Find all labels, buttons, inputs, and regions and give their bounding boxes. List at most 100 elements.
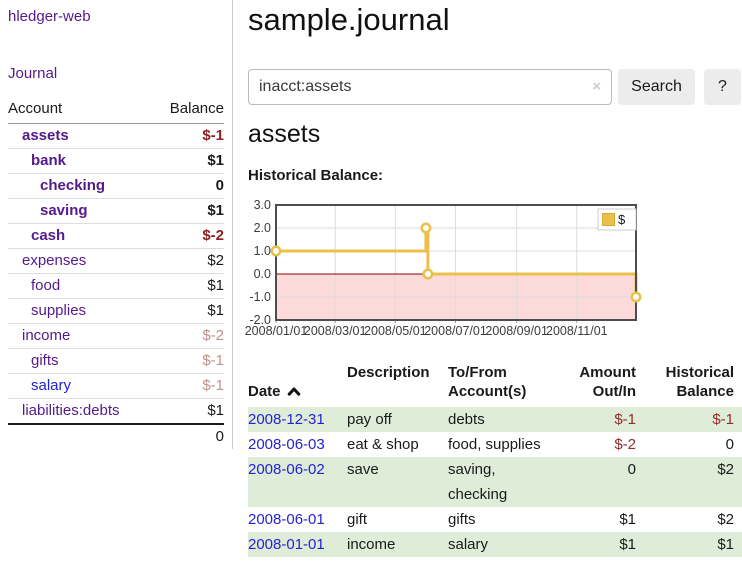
date-link[interactable]: 2008-06-02 [248, 461, 325, 478]
account-balance: $-2 [153, 223, 224, 249]
account-row: assets $-1 [8, 123, 224, 149]
register-row: 2008-12-31 pay off debts $-1 $-1 [248, 407, 742, 432]
account-link[interactable]: liabilities:debts [22, 402, 120, 419]
account-link[interactable]: food [31, 277, 61, 294]
amount-cell: $1 [619, 511, 636, 528]
search-input[interactable] [249, 70, 583, 104]
account-link[interactable]: supplies [31, 302, 87, 319]
amount-cell: 0 [627, 461, 636, 478]
account-balance: $-2 [153, 323, 224, 349]
sort-ascending-icon [287, 383, 301, 402]
svg-text:-2.0: -2.0 [249, 313, 271, 327]
account-row: checking 0 [8, 173, 224, 199]
account-link[interactable]: expenses [22, 252, 87, 269]
balance-cell: $-1 [712, 411, 734, 428]
svg-text:3.0: 3.0 [254, 198, 271, 212]
account-link[interactable]: checking [40, 177, 106, 194]
page-title: sample.journal [248, 2, 450, 37]
sidebar-item-journal[interactable]: Journal [8, 65, 58, 82]
register-row: 2008-06-03 eat & shop food, supplies $-2 0 [248, 432, 742, 457]
account-row: saving $1 [8, 198, 224, 224]
chart-legend: $ [597, 208, 637, 231]
amount-cell: $-2 [614, 436, 636, 453]
account-link[interactable]: gifts [31, 352, 59, 369]
accounts-cell: debts [448, 411, 485, 428]
accounts-cell: food, supplies [448, 436, 541, 453]
account-link[interactable]: salary [31, 377, 72, 394]
date-link[interactable]: 2008-12-31 [248, 411, 325, 428]
search-button[interactable]: Search [618, 69, 695, 105]
balance-cell: $2 [717, 461, 734, 478]
account-row: income $-2 [8, 323, 224, 349]
register-header-amount: Amount Out/In [579, 364, 636, 400]
account-row: gifts $-1 [8, 348, 224, 374]
description-cell: income [347, 536, 396, 553]
account-row: expenses $2 [8, 248, 224, 274]
register-row: 2008-06-02 save saving, checking 0 $2 [248, 457, 742, 507]
brand-link[interactable]: hledger-web [8, 8, 91, 25]
svg-text:2008/03/01: 2008/03/01 [304, 324, 367, 338]
account-balance: $1 [153, 148, 224, 174]
account-link[interactable]: income [22, 327, 71, 344]
account-balance: $1 [153, 398, 224, 425]
description-cell: pay off [347, 411, 392, 428]
account-balance: $2 [153, 248, 224, 274]
date-link[interactable]: 2008-01-01 [248, 536, 325, 553]
account-balance: $-1 [153, 123, 224, 149]
svg-text:0.0: 0.0 [254, 267, 271, 281]
balance-cell: 0 [725, 436, 734, 453]
chart-title: Historical Balance: [248, 167, 384, 184]
balance-cell: $2 [717, 511, 734, 528]
accounts-cell: salary [448, 536, 489, 553]
account-row: supplies $1 [8, 298, 224, 324]
account-link[interactable]: cash [31, 227, 66, 244]
account-balance: $1 [153, 198, 224, 224]
account-heading: assets [248, 120, 321, 148]
svg-text:2.0: 2.0 [254, 221, 271, 235]
svg-text:1.0: 1.0 [254, 244, 271, 258]
sidebar: hledger-web Journal Account Balance asse… [0, 0, 233, 449]
svg-text:-1.0: -1.0 [249, 290, 271, 304]
balance-cell: $1 [717, 536, 734, 553]
register-row: 2008-01-01 income salary $1 $1 [248, 532, 742, 557]
search-form: × Search ? [248, 69, 741, 105]
register-table: Date Description To/From Account(s) Amou… [248, 361, 742, 557]
accounts-header-balance: Balance [153, 99, 224, 124]
svg-text:2008/09/01: 2008/09/01 [485, 324, 548, 338]
account-balance: $-1 [153, 373, 224, 399]
accounts-total-row: 0 [8, 423, 224, 449]
svg-text:2008/01/01: 2008/01/01 [245, 324, 308, 338]
account-balance: $-1 [153, 348, 224, 374]
svg-text:$: $ [618, 212, 626, 227]
register-header-date[interactable]: Date [248, 361, 347, 407]
account-row: bank $1 [8, 148, 224, 174]
date-link[interactable]: 2008-06-03 [248, 436, 325, 453]
help-button[interactable]: ? [704, 69, 741, 105]
svg-text:2008/05/01: 2008/05/01 [364, 324, 427, 338]
accounts-cell: gifts [448, 511, 476, 528]
account-row: salary $-1 [8, 373, 224, 399]
accounts-total-value: 0 [153, 423, 224, 449]
clear-search-icon[interactable]: × [592, 78, 601, 95]
accounts-cell: saving, checking [448, 461, 508, 503]
description-cell: save [347, 461, 379, 478]
account-row: liabilities:debts $1 [8, 398, 224, 425]
amount-cell: $1 [619, 536, 636, 553]
account-link[interactable]: assets [22, 127, 69, 144]
description-cell: gift [347, 511, 368, 528]
svg-text:2008/07/01: 2008/07/01 [424, 324, 487, 338]
account-balance: 0 [153, 173, 224, 199]
svg-text:2008/11/01: 2008/11/01 [546, 324, 608, 338]
accounts-header-account: Account [8, 99, 154, 124]
account-row: cash $-2 [8, 223, 224, 249]
register-header-accounts: To/From Account(s) [448, 364, 527, 400]
amount-cell: $-1 [614, 411, 636, 428]
account-link[interactable]: saving [40, 202, 88, 219]
balance-chart: $3.0 2.0 1.0 0.0 -1.0 -2.0 2008/01/01 2008/03/0… [245, 198, 742, 343]
register-row: 2008-06-01 gift gifts $1 $2 [248, 507, 742, 532]
date-link[interactable]: 2008-06-01 [248, 511, 325, 528]
description-cell: eat & shop [347, 436, 419, 453]
account-link[interactable]: bank [31, 152, 67, 169]
account-row: food $1 [8, 273, 224, 299]
register-header-balance: Historical Balance [665, 364, 734, 400]
